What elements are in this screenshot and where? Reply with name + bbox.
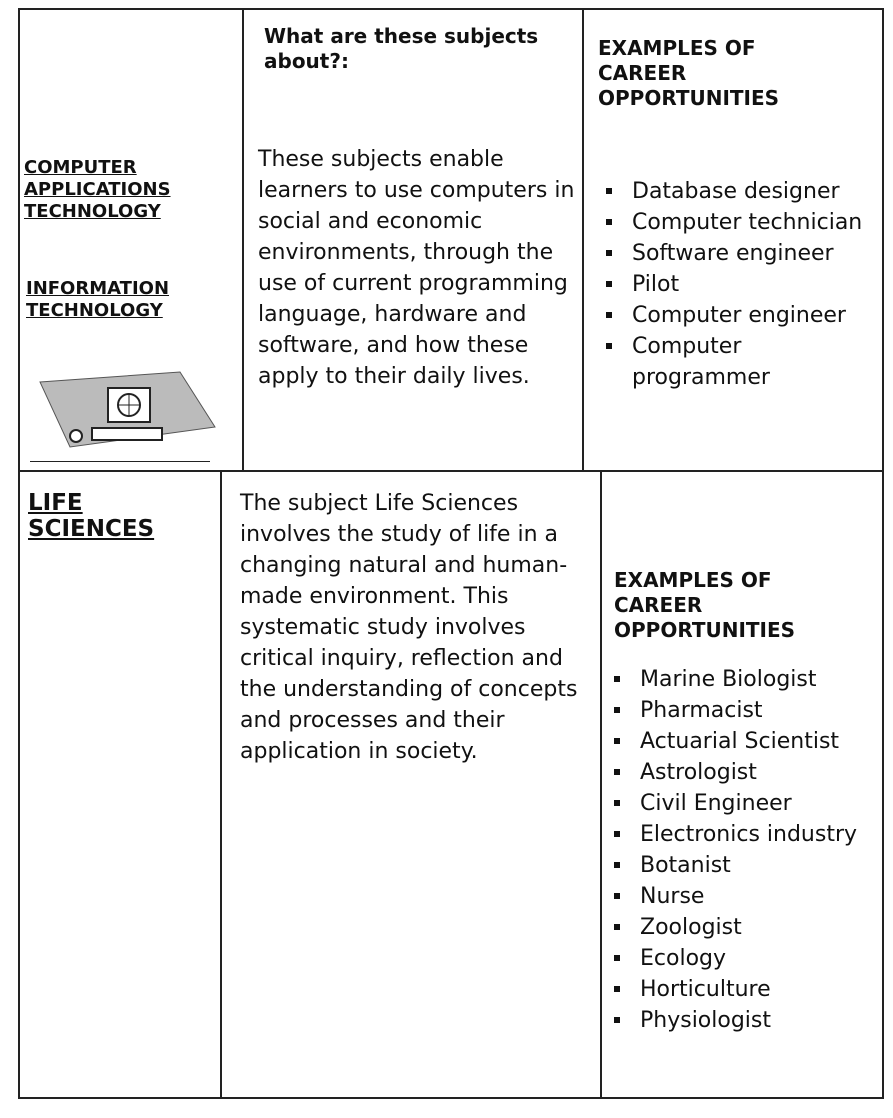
career-text: Physiologist (640, 1008, 772, 1033)
career-item: Civil Engineer (608, 788, 880, 819)
border (18, 8, 20, 1099)
bullet (606, 219, 612, 225)
border (882, 8, 884, 1099)
bullet (614, 955, 620, 961)
career-item: Astrologist (608, 757, 880, 788)
career-list: Database designer Computer technician Soft… (600, 176, 882, 393)
bullet (614, 707, 620, 713)
career-text: Marine Biologist (640, 667, 817, 692)
column-heading: EXAMPLES OF CAREER OPPORTUNITIES (598, 36, 780, 110)
bullet (606, 281, 612, 287)
career-item: Zoologist (608, 912, 880, 943)
subject: INFORMATION TECHNOLOGY (26, 278, 170, 321)
career-text: Horticulture (640, 977, 771, 1002)
bullet (614, 676, 620, 682)
career-text: Database designer (632, 179, 840, 204)
column-heading: What are these subjects about?: (264, 24, 539, 73)
career-text: Software engineer (632, 241, 834, 266)
col-divider (600, 470, 602, 1098)
career-item: Software engineer (600, 238, 882, 269)
bullet (614, 986, 620, 992)
career-text: Computer programmer (632, 334, 770, 390)
bullet (614, 893, 620, 899)
bullet (606, 343, 612, 349)
career-text: Botanist (640, 853, 731, 878)
career-item: Computer technician (600, 207, 882, 238)
description: These subjects enable learners to use co… (258, 147, 575, 389)
career-text: Civil Engineer (640, 791, 792, 816)
career-text: Ecology (640, 946, 727, 971)
career-item: Physiologist (608, 1005, 880, 1036)
bullet (606, 250, 612, 256)
career-item: Marine Biologist (608, 664, 880, 695)
description: The subject Life Sciences involves the s… (240, 491, 578, 764)
bullet (614, 924, 620, 930)
career-item: Pilot (600, 269, 882, 300)
career-item: Computer programmer (600, 331, 882, 393)
career-text: Computer engineer (632, 303, 846, 328)
bullet (614, 738, 620, 744)
career-item: Electronics industry (608, 819, 880, 850)
column-heading: EXAMPLES OF CAREER OPPORTUNITIES (614, 568, 796, 642)
career-item: Ecology (608, 943, 880, 974)
bullet (606, 312, 612, 318)
career-item: Computer engineer (600, 300, 882, 331)
bullet (614, 769, 620, 775)
career-item: Pharmacist (608, 695, 880, 726)
career-item: Nurse (608, 881, 880, 912)
career-item: Actuarial Scientist (608, 726, 880, 757)
subject: COMPUTER APPLICATIONS TECHNOLOGY (24, 157, 171, 222)
career-item: Botanist (608, 850, 880, 881)
career-text: Nurse (640, 884, 705, 909)
career-text: Electronics industry (640, 822, 858, 847)
bullet (606, 188, 612, 194)
career-text: Zoologist (640, 915, 742, 940)
bullet (614, 831, 620, 837)
col-divider (220, 470, 222, 1098)
career-text: Pilot (632, 272, 680, 297)
career-list: Marine Biologist Pharmacist Actuarial Scie… (608, 664, 880, 1036)
bullet (614, 862, 620, 868)
career-item: Horticulture (608, 974, 880, 1005)
career-item: Database designer (600, 176, 882, 207)
col-divider (582, 8, 584, 470)
border (18, 8, 884, 10)
career-text: Pharmacist (640, 698, 763, 723)
computer-icon (30, 371, 216, 462)
border (18, 1097, 884, 1099)
career-text: Actuarial Scientist (640, 729, 840, 754)
career-text: Computer technician (632, 210, 863, 235)
bullet (614, 1017, 620, 1023)
col-divider (242, 8, 244, 470)
row-divider (18, 470, 884, 472)
career-text: Astrologist (640, 760, 757, 785)
bullet (614, 800, 620, 806)
subject: LIFE SCIENCES (28, 490, 155, 542)
